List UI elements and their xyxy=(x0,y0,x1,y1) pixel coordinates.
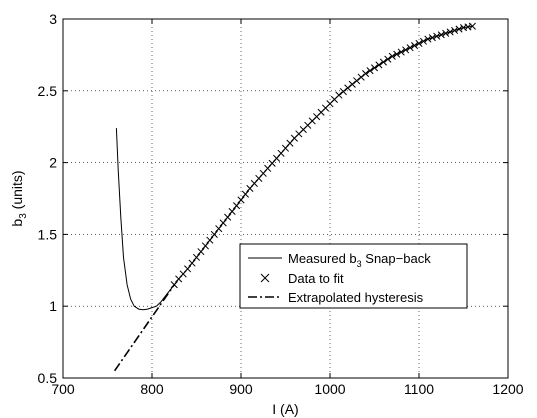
data-point-marker xyxy=(335,91,343,99)
series-extrapolated-line xyxy=(113,284,175,372)
data-point-marker xyxy=(433,32,441,40)
data-point-marker xyxy=(375,61,383,69)
legend-entry-extrapolated: Extrapolated hysteresis xyxy=(288,290,424,305)
legend-entry-measured-rest: Snap−back xyxy=(362,251,432,266)
y-axis-label-base: b xyxy=(9,219,25,227)
data-point-marker xyxy=(455,25,463,33)
data-point-marker xyxy=(197,248,205,256)
data-point-marker xyxy=(215,225,223,233)
x-tick-label: 1200 xyxy=(492,381,523,397)
legend-marker-x-icon xyxy=(260,273,270,283)
data-point-marker xyxy=(406,44,414,52)
y-tick-label: 1.5 xyxy=(38,226,58,242)
data-point-marker xyxy=(370,64,379,72)
y-tick-label: 2.5 xyxy=(38,83,58,99)
y-tick-label: 2 xyxy=(49,155,57,171)
data-point-marker xyxy=(339,87,347,96)
legend-entry-measured-subscript: 3 xyxy=(357,259,362,269)
data-point-marker xyxy=(468,22,476,30)
legend: Measured b3 Snap−back Data to fit Extrap… xyxy=(239,243,468,309)
legend-entry-measured: Measured b3 Snap−back xyxy=(288,251,431,269)
data-point-marker xyxy=(232,202,241,210)
data-point-marker xyxy=(237,196,245,204)
data-point-marker xyxy=(224,213,232,221)
data-point-marker xyxy=(397,48,405,56)
data-point-marker xyxy=(184,265,192,273)
data-point-marker xyxy=(219,219,227,227)
x-tick-label: 700 xyxy=(51,381,75,397)
data-point-marker xyxy=(206,236,214,244)
y-tick-label: 0.5 xyxy=(38,370,58,386)
y-tick-label: 1 xyxy=(49,298,57,314)
x-axis-label: I (A) xyxy=(272,401,298,417)
data-point-marker xyxy=(424,35,432,43)
x-tick-label: 1100 xyxy=(404,381,434,397)
data-point-marker xyxy=(192,253,201,261)
y-axis-label-rest: (units) xyxy=(9,170,25,213)
data-point-marker xyxy=(353,77,361,85)
plot-area-frame xyxy=(62,18,509,379)
data-point-marker xyxy=(241,190,250,198)
data-point-marker xyxy=(388,52,396,60)
legend-entry-data-to-fit: Data to fit xyxy=(288,271,344,286)
x-tick-label: 800 xyxy=(140,381,164,397)
data-point-marker xyxy=(419,37,428,45)
data-point-marker xyxy=(446,28,454,36)
x-tick-label: 900 xyxy=(229,381,253,397)
data-point-marker xyxy=(379,58,387,66)
series-data-to-fit xyxy=(170,22,476,289)
data-point-marker xyxy=(348,80,356,88)
axis-ticks: 700 800 900 1000 1100 1200 0.5 1 1.5 2 2.5 3 xyxy=(38,11,524,397)
legend-sample-data-to-fit xyxy=(260,273,270,283)
data-point-marker xyxy=(201,242,209,250)
data-point-marker xyxy=(170,281,178,289)
data-point-marker xyxy=(210,230,218,238)
data-point-marker xyxy=(188,259,196,267)
data-point-marker xyxy=(228,207,236,215)
y-axis-label-subscript: 3 xyxy=(18,213,29,219)
grid xyxy=(63,19,508,378)
data-point-marker xyxy=(402,46,410,54)
y-tick-label: 3 xyxy=(49,11,57,27)
data-point-marker xyxy=(366,67,374,75)
series-layer xyxy=(113,22,476,372)
data-point-marker xyxy=(393,50,401,58)
x-tick-label: 1000 xyxy=(314,381,345,397)
data-point-marker xyxy=(344,84,352,92)
data-point-marker xyxy=(451,26,459,35)
data-point-marker xyxy=(428,34,436,42)
data-point-marker xyxy=(442,29,450,37)
data-point-marker xyxy=(415,39,423,47)
legend-entry-measured-base: Measured b xyxy=(288,251,357,266)
y-axis-label: b3 (units) xyxy=(9,170,29,226)
data-point-marker xyxy=(362,70,370,78)
data-point-marker xyxy=(357,73,365,81)
data-point-marker xyxy=(437,31,445,39)
data-point-marker xyxy=(410,42,419,50)
data-point-marker xyxy=(384,55,392,63)
